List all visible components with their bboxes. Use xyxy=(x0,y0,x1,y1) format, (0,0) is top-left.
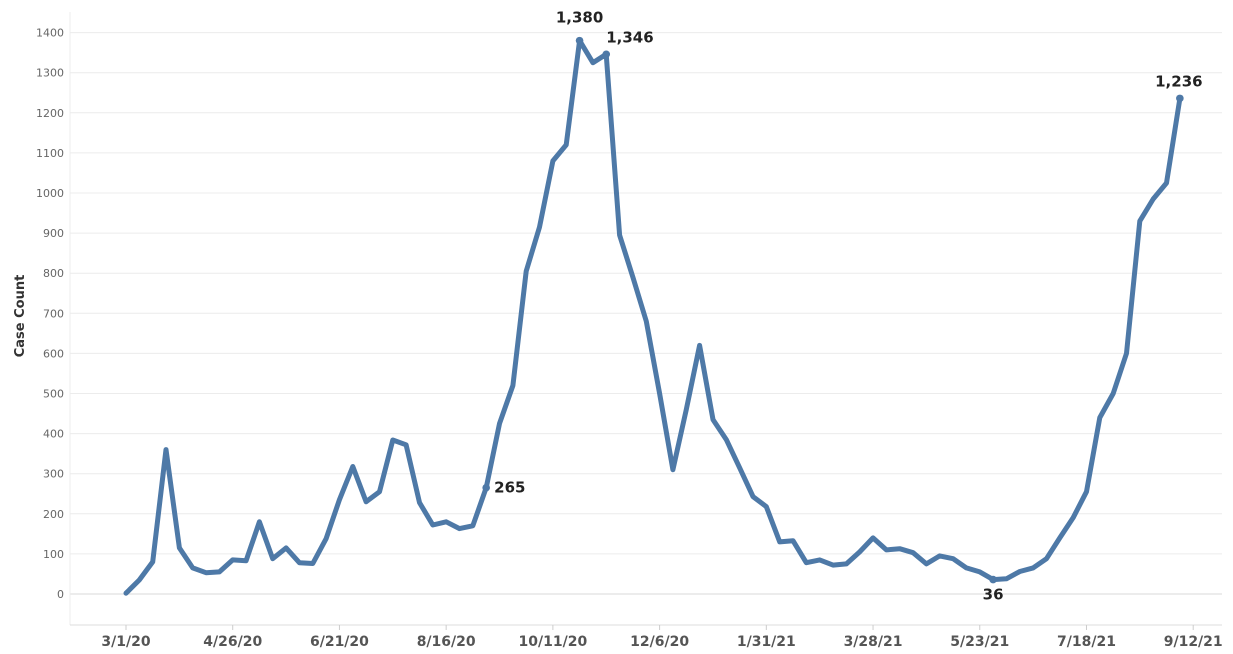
y-tick-label-1400: 1400 xyxy=(36,27,64,40)
y-tick-label-900: 900 xyxy=(43,227,64,240)
data-label-34: 1,380 xyxy=(556,9,603,27)
marker-point-27 xyxy=(482,483,490,492)
y-tick-label-100: 100 xyxy=(43,548,64,561)
data-label-36: 1,346 xyxy=(606,28,653,46)
x-tick-label-80: 9/12/21 xyxy=(1164,634,1223,650)
y-axis-label: Case Count xyxy=(13,275,28,358)
x-tick-label-24: 8/16/20 xyxy=(417,634,476,650)
y-tick-label-200: 200 xyxy=(43,508,64,521)
y-tick-label-300: 300 xyxy=(43,468,64,481)
y-tick-label-1000: 1000 xyxy=(36,187,64,200)
x-axis-ticks: 3/1/20 4/26/20 6/21/20 8/16/20 10/11/20 12/6/… xyxy=(101,625,1223,650)
x-tick-label-48: 1/31/21 xyxy=(737,634,796,650)
series-layer xyxy=(123,38,1183,596)
data-label-27: 265 xyxy=(494,479,525,497)
marker-point-79 xyxy=(1176,94,1184,103)
marker-point-36 xyxy=(602,50,611,59)
data-label-65: 36 xyxy=(983,586,1004,604)
y-tick-label-400: 400 xyxy=(43,428,64,441)
series-line-0 xyxy=(123,38,1183,596)
y-tick-label-800: 800 xyxy=(43,267,64,280)
y-axis-ticks: 0 100 200 300 400 500 600 700 800 900 1000 1100 1200… xyxy=(36,27,64,601)
x-tick-label-8: 4/26/20 xyxy=(203,634,262,650)
x-tick-label-16: 6/21/20 xyxy=(310,634,369,650)
marker-point-34 xyxy=(575,36,584,45)
y-tick-label-700: 700 xyxy=(43,307,64,320)
y-tick-label-500: 500 xyxy=(43,388,64,401)
marker-point-65 xyxy=(989,575,997,584)
y-tick-label-0: 0 xyxy=(57,588,64,601)
y-tick-label-600: 600 xyxy=(43,347,64,360)
grid-lines xyxy=(69,12,1222,626)
y-tick-label-1300: 1300 xyxy=(36,67,64,80)
x-tick-label-72: 7/18/21 xyxy=(1057,634,1116,650)
x-tick-label-32: 10/11/20 xyxy=(519,634,588,650)
x-tick-label-40: 12/6/20 xyxy=(630,634,689,650)
data-label-79: 1,236 xyxy=(1155,72,1202,90)
x-tick-label-64: 5/23/21 xyxy=(950,634,1009,650)
x-tick-label-0: 3/1/20 xyxy=(101,634,150,650)
x-tick-label-56: 3/28/21 xyxy=(844,634,903,650)
y-tick-label-1200: 1200 xyxy=(36,107,64,120)
y-tick-label-1100: 1100 xyxy=(36,147,64,160)
